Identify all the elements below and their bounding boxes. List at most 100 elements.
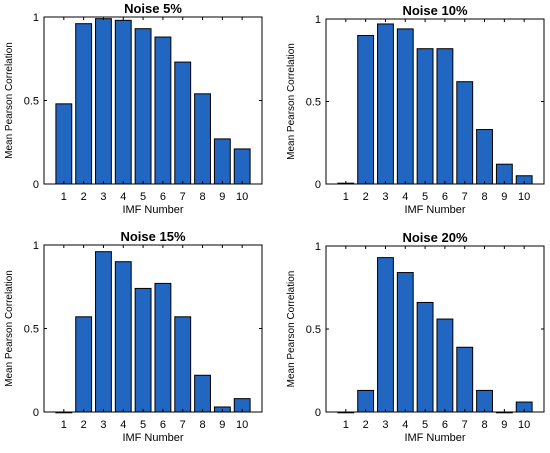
y-tick-label: 0 (33, 179, 39, 191)
x-tick-label: 4 (120, 419, 126, 431)
x-tick-label: 10 (518, 419, 530, 431)
x-tick-label: 3 (382, 419, 388, 431)
bar-5 (416, 48, 434, 185)
chart-panel-2: 1 2 3 4 5 6 7 8 9 10 0 0.5 1 Noise 10% IMF Number Mean … (286, 3, 545, 216)
bar-3 (95, 251, 112, 413)
chart-panel-4: 1 2 3 4 5 6 7 8 9 10 0 0.5 1 Noise 20% IMF Number Mean … (286, 230, 545, 444)
y-axis-label: Mean Pearson Correlation (4, 42, 15, 159)
bar-1 (55, 103, 73, 185)
bar-2 (75, 23, 93, 185)
x-tick-label: 2 (81, 191, 87, 203)
x-tick-label: 7 (462, 191, 468, 203)
x-tick-label: 2 (363, 419, 369, 431)
x-tick-label: 7 (180, 191, 186, 203)
bar-7 (174, 61, 192, 185)
x-tick-label: 8 (481, 419, 487, 431)
x-tick-label: 5 (422, 191, 428, 203)
x-tick-label: 8 (199, 191, 205, 203)
x-tick-label: 2 (363, 191, 369, 203)
bar-8 (476, 389, 493, 413)
bar-6 (436, 48, 454, 185)
x-tick-label: 7 (180, 419, 186, 431)
x-tick-label: 1 (343, 419, 349, 431)
x-axis-label: IMF Number (122, 432, 183, 444)
bar-5 (416, 301, 434, 413)
y-axis-label: Mean Pearson Correlation (4, 270, 15, 387)
x-tick-label: 6 (160, 419, 166, 431)
axes-box (325, 245, 545, 413)
y-tick-label: 1 (315, 241, 321, 253)
x-tick-label: 9 (219, 419, 225, 431)
x-tick-label: 6 (160, 191, 166, 203)
bar-3 (95, 18, 112, 185)
x-tick-label: 9 (501, 191, 507, 203)
y-tick-label: 0.5 (306, 97, 321, 109)
x-axis-label: IMF Number (404, 204, 465, 216)
x-tick-label: 1 (61, 191, 67, 203)
chart-title: Noise 5% (124, 1, 182, 16)
x-tick-label: 8 (481, 191, 487, 203)
chart-panel-3: 1 2 3 4 5 6 7 8 9 10 0 0.5 1 Noise 15% IMF Number Mean … (4, 229, 263, 444)
bar-7 (456, 346, 474, 413)
bar-6 (154, 36, 172, 185)
bar-4 (114, 19, 132, 185)
x-tick-label: 4 (402, 419, 408, 431)
y-tick-label: 1 (33, 240, 39, 252)
bar-6 (436, 318, 454, 413)
bar-5 (134, 287, 152, 413)
y-tick-label: 0.5 (24, 96, 39, 108)
x-axis-label: IMF Number (122, 204, 183, 216)
x-tick-label: 1 (343, 191, 349, 203)
x-axis-label: IMF Number (404, 432, 465, 444)
bar-4 (114, 261, 132, 413)
bar-9 (213, 138, 231, 185)
bar-8 (476, 129, 493, 185)
bar-2 (75, 316, 93, 413)
x-tick-label: 10 (518, 191, 530, 203)
x-tick-label: 6 (442, 419, 448, 431)
chart-title: Noise 15% (120, 229, 185, 244)
x-tick-label: 5 (422, 419, 428, 431)
y-axis-label: Mean Pearson Correlation (286, 271, 297, 388)
x-tick-label: 4 (402, 191, 408, 203)
x-tick-label: 5 (140, 191, 146, 203)
y-tick-label: 0 (33, 407, 39, 419)
bar-2 (357, 389, 375, 413)
bar-3 (377, 257, 394, 413)
x-tick-label: 8 (199, 419, 205, 431)
bar-3 (377, 23, 394, 185)
x-tick-label: 10 (236, 419, 248, 431)
x-tick-label: 1 (61, 419, 67, 431)
y-tick-label: 0.5 (306, 324, 321, 336)
chart-title: Noise 20% (402, 230, 467, 245)
x-tick-label: 6 (442, 191, 448, 203)
chart-title: Noise 10% (402, 3, 467, 18)
x-tick-label: 3 (100, 419, 106, 431)
x-tick-label: 3 (100, 191, 106, 203)
x-tick-label: 7 (462, 419, 468, 431)
bar-4 (396, 272, 414, 413)
bar-10 (233, 148, 251, 185)
x-tick-label: 10 (236, 191, 248, 203)
bar-5 (134, 28, 152, 185)
bar-7 (174, 316, 192, 413)
y-tick-label: 1 (315, 14, 321, 26)
x-tick-label: 4 (120, 191, 126, 203)
bar-6 (154, 282, 172, 413)
bar-2 (357, 35, 375, 185)
x-tick-label: 2 (81, 419, 87, 431)
x-tick-label: 3 (382, 191, 388, 203)
y-tick-label: 0 (315, 179, 321, 191)
x-tick-label: 9 (501, 419, 507, 431)
x-tick-label: 5 (140, 419, 146, 431)
y-tick-label: 1 (33, 12, 39, 24)
y-axis-label: Mean Pearson Correlation (286, 43, 297, 160)
bar-8 (194, 93, 211, 185)
bar-8 (194, 374, 211, 413)
y-tick-label: 0.5 (24, 324, 39, 336)
bar-4 (396, 28, 414, 185)
bar-7 (456, 81, 474, 185)
y-tick-label: 0 (315, 407, 321, 419)
x-tick-label: 9 (219, 191, 225, 203)
